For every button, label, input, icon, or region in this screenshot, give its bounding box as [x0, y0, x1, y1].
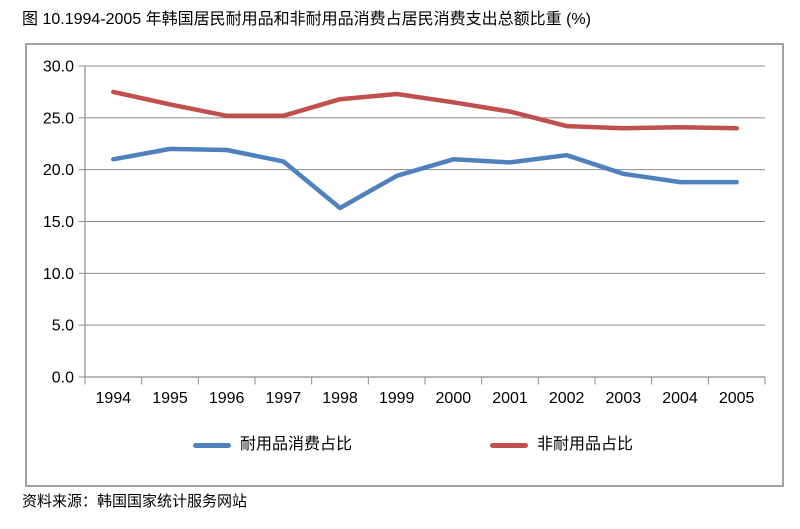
- svg-text:1999: 1999: [379, 390, 415, 407]
- figure-title: 图 10.1994-2005 年韩国居民耐用品和非耐用品消费占居民消费支出总额比…: [22, 11, 591, 28]
- svg-text:2005: 2005: [719, 390, 755, 407]
- svg-text:0.0: 0.0: [52, 370, 74, 387]
- legend-swatch-nondurable: [490, 442, 528, 448]
- svg-text:2002: 2002: [549, 390, 585, 407]
- legend-item-nondurable: 非耐用品占比: [490, 435, 633, 455]
- svg-text:2001: 2001: [492, 390, 528, 407]
- source-note: 资料来源：韩国国家统计服务网站: [22, 493, 248, 510]
- svg-text:1998: 1998: [322, 390, 358, 407]
- line-chart-plot: 0.0 5.0 10.0 15.0 20.0 25.0 30.0 1994 1995 1996 19…: [43, 59, 766, 407]
- svg-text:1997: 1997: [266, 390, 302, 407]
- legend-label-durable: 耐用品消费占比: [240, 436, 353, 453]
- chart-frame: 0.0 5.0 10.0 15.0 20.0 25.0 30.0 1994 1995 1996 19…: [25, 43, 784, 487]
- svg-text:1996: 1996: [209, 390, 245, 407]
- svg-text:30.0: 30.0: [43, 59, 74, 76]
- svg-text:1995: 1995: [152, 390, 188, 407]
- svg-text:1994: 1994: [96, 390, 132, 407]
- svg-text:25.0: 25.0: [43, 110, 74, 127]
- legend-label-nondurable: 非耐用品占比: [537, 436, 634, 453]
- legend-item-durable: 耐用品消费占比: [193, 435, 352, 455]
- svg-text:2004: 2004: [662, 390, 698, 407]
- svg-text:10.0: 10.0: [43, 266, 74, 283]
- svg-text:20.0: 20.0: [43, 162, 74, 179]
- legend-swatch-durable: [193, 442, 231, 448]
- svg-text:15.0: 15.0: [43, 214, 74, 231]
- svg-text:2003: 2003: [606, 390, 642, 407]
- svg-text:5.0: 5.0: [52, 318, 74, 335]
- svg-text:2000: 2000: [436, 390, 472, 407]
